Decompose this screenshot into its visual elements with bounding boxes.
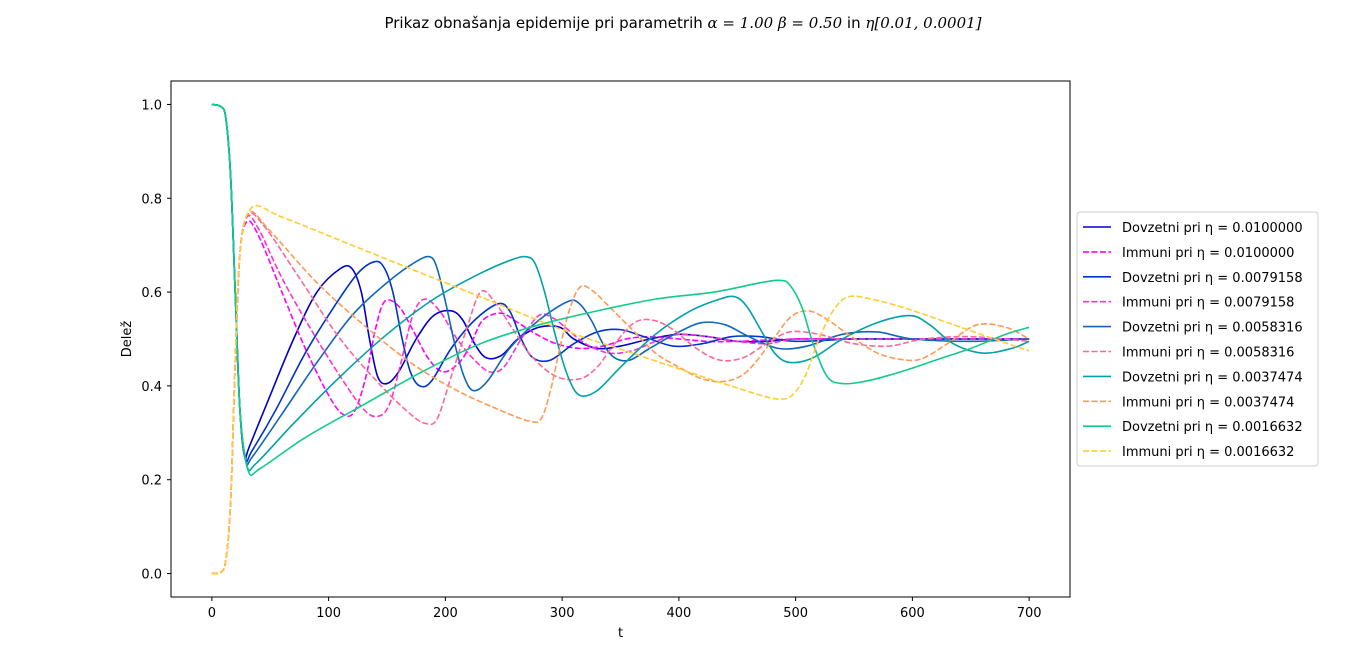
series-line-8	[211, 210, 1030, 575]
chart-title-prefix: Prikaz obnašanja epidemije pri parametri…	[384, 14, 707, 32]
x-tick-label-4: 400	[666, 606, 691, 621]
legend-label-4: Immuni pri η = 0.0079158	[1122, 296, 1294, 311]
legend-label-7: Dovzetni pri η = 0.0037474	[1122, 370, 1303, 385]
y-tick-label-0: 0.0	[141, 568, 162, 583]
chart-title-beta: β = 0.50	[777, 14, 843, 32]
x-tick-label-2: 200	[433, 606, 458, 621]
legend-label-1: Dovzetni pri η = 0.0100000	[1122, 221, 1303, 236]
series-line-9	[211, 103, 1030, 477]
legend-label-5: Dovzetni pri η = 0.0058316	[1122, 321, 1303, 336]
y-tick-label-2: 0.4	[141, 380, 162, 395]
series-line-6	[211, 212, 1030, 575]
series-line-3	[211, 103, 1030, 463]
x-tick-label-7: 700	[1017, 606, 1042, 621]
x-axis-ticks: 0 100 200 300 400 500 600 700	[208, 597, 1042, 621]
x-tick-label-5: 500	[783, 606, 808, 621]
x-tick-label-6: 600	[900, 606, 925, 621]
series-line-7	[211, 103, 1030, 472]
series-line-5	[211, 103, 1030, 466]
legend-label-8: Immuni pri η = 0.0037474	[1122, 395, 1294, 410]
x-tick-label-1: 100	[316, 606, 341, 621]
y-tick-label-5: 1.0	[141, 98, 162, 113]
y-tick-label-3: 0.6	[141, 286, 162, 301]
legend: Dovzetni pri η = 0.0100000 Immuni pri η =…	[1076, 211, 1319, 467]
series-line-1	[211, 103, 1030, 460]
plot-frame	[170, 80, 1071, 598]
series-layer	[211, 103, 1030, 575]
y-tick-label-4: 0.8	[141, 192, 162, 207]
legend-box	[1076, 211, 1319, 467]
legend-label-9: Dovzetni pri η = 0.0016632	[1122, 420, 1303, 435]
legend-label-2: Immuni pri η = 0.0100000	[1122, 246, 1294, 261]
y-axis-ticks: 0.0 0.2 0.4 0.6 0.8 1.0	[141, 98, 171, 583]
legend-label-3: Dovzetni pri η = 0.0079158	[1122, 271, 1303, 286]
legend-label-10: Immuni pri η = 0.0016632	[1122, 445, 1294, 460]
x-axis-label: t	[618, 626, 623, 641]
y-axis-label: Delež	[120, 321, 135, 358]
chart-title-alpha: α = 1.00	[708, 14, 774, 32]
chart-title: Prikaz obnašanja epidemije pri parametri…	[384, 14, 981, 32]
y-tick-label-1: 0.2	[141, 474, 162, 489]
x-tick-label-0: 0	[208, 606, 216, 621]
chart-title-middle: in	[847, 14, 861, 32]
series-line-10	[211, 204, 1030, 575]
chart-title-eta: η[0.01, 0.0001]	[865, 14, 981, 32]
x-tick-label-3: 300	[550, 606, 575, 621]
legend-label-6: Immuni pri η = 0.0058316	[1122, 346, 1294, 361]
series-line-4	[211, 214, 1030, 575]
